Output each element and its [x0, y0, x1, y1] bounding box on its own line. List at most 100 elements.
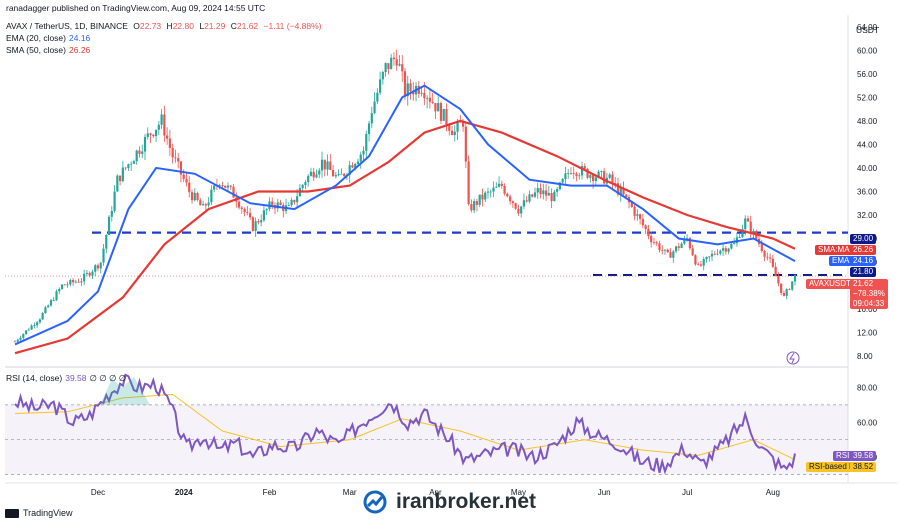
candle-body	[744, 218, 747, 230]
candle-body	[237, 201, 241, 208]
candle-body	[359, 154, 362, 162]
candle-body	[102, 248, 105, 263]
price-tick-label: 16.00	[857, 305, 878, 314]
candle-body	[625, 194, 628, 197]
candle-body	[168, 138, 171, 148]
watermark-logo-icon	[363, 490, 387, 514]
candle-body	[63, 284, 66, 286]
candle-body	[193, 192, 196, 201]
rsi-tick-label: 80.00	[857, 383, 878, 392]
candle-body	[290, 199, 293, 206]
ema-legend[interactable]: EMA (20, close) 24.16	[6, 33, 93, 43]
price-tick-label: 44.00	[857, 140, 878, 149]
candle-body	[47, 305, 50, 308]
candle-body	[58, 288, 61, 292]
candle-body	[210, 189, 213, 203]
rsi-name-tag: RSI	[833, 451, 853, 461]
candle-body	[30, 325, 33, 330]
candle-body	[44, 307, 47, 314]
candle-body	[163, 114, 166, 136]
price-tick-label: 36.00	[857, 187, 878, 196]
candle-body	[146, 133, 149, 137]
candle-body	[450, 130, 454, 135]
candle-body	[686, 238, 689, 239]
candle-body	[105, 234, 108, 249]
candle-body	[351, 165, 354, 168]
candle-body	[348, 165, 351, 175]
candle-body	[705, 257, 708, 260]
candle-body	[367, 123, 371, 135]
candle-body	[166, 135, 169, 139]
candle-body	[459, 121, 462, 123]
candle-body	[224, 185, 227, 188]
candle-body	[152, 134, 155, 137]
candle-body	[218, 184, 221, 186]
candle-body	[763, 251, 766, 257]
symbol-title[interactable]: AVAX / TetherUS, 1D, BINANCE	[6, 21, 128, 31]
candle-body	[793, 274, 797, 282]
candle-body	[550, 192, 553, 202]
candle-body	[511, 201, 514, 204]
candle-body	[154, 129, 158, 137]
time-tick-label: Jul	[682, 488, 692, 497]
pair-name-tag: AVAXUSDT	[806, 279, 854, 289]
time-tick-label: Aug	[766, 488, 780, 497]
candle-body	[464, 126, 467, 162]
price-tick-label: 8.00	[857, 352, 873, 361]
candle-body	[356, 161, 360, 164]
candle-body	[343, 173, 346, 176]
candle-body	[417, 85, 420, 94]
candle-body	[390, 57, 393, 70]
candle-body	[547, 192, 550, 196]
candle-body	[503, 185, 506, 194]
candle-body	[445, 108, 448, 126]
candle-body	[633, 206, 636, 216]
low-value: 21.29	[204, 21, 226, 31]
candle-body	[204, 204, 207, 206]
rsi-line	[14, 373, 796, 475]
candle-body	[229, 185, 232, 187]
candle-body	[207, 202, 210, 206]
candle-body	[641, 218, 644, 226]
candle-body	[384, 63, 387, 72]
candle-body	[132, 161, 136, 164]
candle-body	[674, 246, 678, 252]
last-price: 21.62	[853, 279, 874, 288]
candle-body	[182, 174, 185, 180]
time-tick-label: 2024	[175, 488, 193, 497]
candle-body	[672, 251, 675, 258]
sma-legend[interactable]: SMA (50, close) 26.26	[6, 45, 93, 55]
candle-body	[542, 190, 545, 195]
candle-body	[83, 273, 86, 282]
candle-body	[586, 168, 589, 178]
candle-body	[88, 272, 91, 276]
rsi-legend[interactable]: RSI (14, close) 39.58 ∅ ∅ ∅ ∅	[6, 373, 129, 383]
candle-body	[381, 71, 384, 80]
candle-body	[19, 337, 22, 340]
level-high-tag: 29.00	[850, 234, 877, 244]
tradingview-brand[interactable]: TradingView	[5, 508, 73, 518]
ema-name-tag: EMA	[829, 256, 853, 266]
candle-body	[420, 92, 423, 94]
candle-body	[522, 200, 526, 207]
candle-body	[484, 192, 487, 200]
candle-body	[36, 322, 39, 326]
high-label: H	[166, 21, 173, 31]
candle-body	[661, 250, 664, 252]
candle-body	[27, 329, 30, 331]
candle-body	[727, 248, 730, 252]
candle-body	[318, 170, 321, 175]
candle-body	[406, 83, 409, 97]
candle-body	[791, 281, 794, 290]
currency-label[interactable]: USDT	[856, 25, 880, 35]
candle-body	[539, 188, 542, 195]
candle-body	[52, 300, 55, 302]
candle-body	[730, 244, 733, 249]
candle-body	[362, 150, 365, 155]
watermark-text: iranbroker.net	[396, 490, 537, 513]
candle-body	[127, 164, 130, 169]
time-tick-label: May	[511, 488, 526, 497]
high-value: 22.80	[172, 21, 194, 31]
candle-body	[130, 163, 133, 165]
